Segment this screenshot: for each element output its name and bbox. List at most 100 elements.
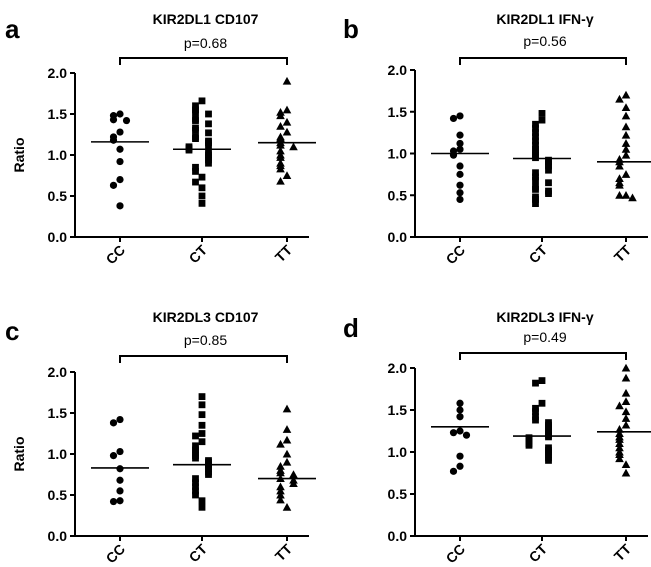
point-triangle (621, 460, 631, 469)
point-square (192, 432, 199, 440)
point-square (198, 97, 206, 105)
point-triangle (621, 407, 631, 416)
point-circle (462, 431, 471, 439)
point-square (192, 117, 199, 124)
significance-bracket (459, 57, 627, 65)
point-triangle (276, 122, 285, 130)
point-triangle (621, 414, 631, 422)
point-circle (109, 116, 118, 124)
point-triangle (615, 161, 624, 170)
point-triangle (282, 171, 292, 179)
point-triangle (628, 193, 637, 202)
point-square (525, 441, 533, 449)
point-triangle (621, 373, 631, 382)
point-triangle (615, 454, 624, 463)
point-triangle (621, 420, 631, 429)
point-triangle (621, 139, 631, 147)
point-circle (109, 419, 118, 427)
panel-d: d KIR2DL3 IFN-γ p=0.49 0.0 0.5 1.0 1.5 2.0 CC CT T… (343, 309, 651, 566)
point-triangle (615, 174, 624, 182)
x-tick-label: CT (526, 540, 551, 565)
point-circle (456, 413, 464, 421)
point-circle (116, 476, 124, 484)
point-circle (456, 181, 464, 189)
point-circle (456, 406, 464, 414)
point-triangle (621, 111, 631, 120)
x-tick-label: CC (442, 541, 468, 567)
p-value-label: p=0.85 (184, 332, 227, 348)
point-triangle (621, 145, 631, 153)
point-triangle (282, 127, 292, 136)
x-tick-label: TT (611, 540, 635, 564)
y-tick-label: 0.5 (388, 486, 408, 502)
point-square (198, 192, 206, 200)
point-circle (456, 462, 464, 470)
point-square (532, 137, 539, 145)
point-triangle (621, 468, 631, 477)
point-circle (116, 487, 124, 495)
p-value-label: p=0.56 (523, 33, 566, 49)
point-triangle (276, 462, 285, 470)
point-triangle (276, 140, 285, 149)
point-square (198, 430, 206, 437)
point-circle (456, 131, 464, 139)
point-circle (109, 497, 118, 506)
point-circle (456, 170, 464, 178)
point-triangle (276, 134, 285, 143)
point-square (198, 503, 206, 511)
y-tick-label: 0.5 (48, 188, 68, 204)
point-circle (456, 427, 464, 435)
y-tick-label: 1.0 (388, 444, 408, 460)
point-square (192, 135, 199, 142)
point-triangle (621, 130, 631, 139)
point-triangle (621, 103, 631, 112)
x-tick-label: TT (272, 241, 296, 265)
panel-b: b KIR2DL1 IFN-γ p=0.56 0.0 0.5 1.0 1.5 2.0 CC CT T… (343, 11, 651, 267)
point-circle (456, 399, 464, 407)
point-square (532, 196, 539, 203)
point-square (532, 133, 539, 141)
point-square (198, 184, 206, 192)
point-triangle (282, 105, 292, 114)
point-circle (456, 139, 464, 148)
point-triangle (615, 450, 624, 458)
point-circle (116, 128, 124, 136)
point-square (532, 186, 539, 193)
y-tick-label: 1.5 (388, 104, 408, 120)
point-triangle (282, 425, 292, 433)
point-triangle (621, 388, 631, 397)
point-square (532, 176, 539, 184)
point-circle (116, 202, 124, 210)
y-tick-label: 1.5 (48, 405, 68, 421)
panel-title: KIR2DL1 IFN-γ (496, 11, 593, 27)
point-square (192, 442, 199, 450)
point-triangle (289, 479, 298, 487)
y-axis-label: Ratio (11, 138, 27, 173)
point-square (532, 379, 539, 387)
x-tick-label: CT (526, 241, 551, 266)
point-circle (449, 114, 458, 123)
point-square (532, 129, 539, 137)
point-triangle (621, 170, 631, 178)
point-triangle (615, 443, 624, 452)
point-circle (456, 452, 464, 460)
point-square (198, 393, 206, 400)
point-square (538, 399, 546, 407)
point-square (205, 471, 212, 478)
point-triangle (276, 468, 285, 477)
point-triangle (282, 457, 292, 466)
point-square (205, 120, 212, 128)
point-square (538, 116, 546, 124)
panel-title: KIR2DL1 CD107 (153, 11, 259, 27)
point-triangle (276, 482, 285, 491)
point-square (192, 454, 199, 462)
point-circle (109, 136, 118, 144)
point-triangle (289, 142, 298, 151)
point-circle (456, 145, 464, 153)
x-tick-label: TT (611, 241, 635, 265)
point-circle (116, 465, 124, 473)
y-tick-label: 1.5 (388, 402, 408, 418)
point-square (192, 127, 199, 134)
y-tick-label: 0.0 (388, 528, 408, 544)
y-tick-label: 2.0 (48, 364, 68, 380)
